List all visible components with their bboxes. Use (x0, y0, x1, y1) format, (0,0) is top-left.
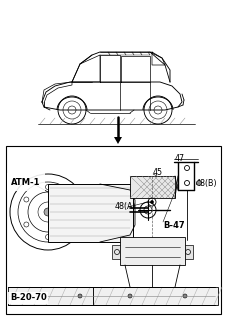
Text: 45: 45 (153, 167, 163, 177)
Text: B-47: B-47 (163, 220, 185, 229)
Text: B-20-70: B-20-70 (10, 293, 47, 302)
Text: 47: 47 (175, 154, 185, 163)
Circle shape (151, 201, 153, 204)
Polygon shape (114, 137, 122, 144)
Circle shape (183, 294, 187, 298)
Bar (130, 176, 175, 198)
Bar (183, 245, 193, 259)
Bar (93, 287, 218, 305)
Bar (48, 184, 133, 242)
Circle shape (197, 180, 202, 186)
Bar (112, 245, 122, 259)
Circle shape (44, 208, 52, 216)
Circle shape (28, 294, 32, 298)
Bar (120, 237, 185, 265)
Text: 48(B): 48(B) (196, 179, 218, 188)
Text: 48(A): 48(A) (115, 203, 137, 212)
Circle shape (78, 294, 82, 298)
Bar (8, 287, 93, 305)
Bar (6, 146, 221, 314)
Text: ATM-1: ATM-1 (11, 178, 40, 187)
Circle shape (128, 294, 132, 298)
